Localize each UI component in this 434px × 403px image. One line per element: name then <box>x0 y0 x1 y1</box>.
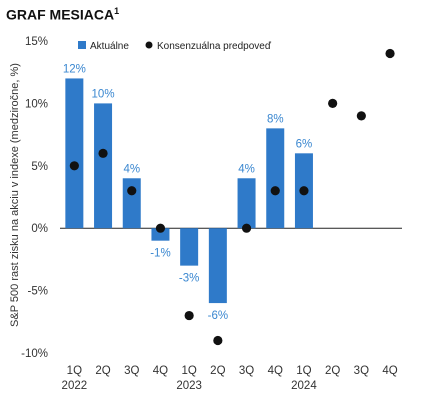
x-year-label: 2023 <box>176 380 202 392</box>
bar-data-label: 4% <box>238 163 255 175</box>
legend-label-consensus: Konsenzuálna predpoveď <box>157 41 272 52</box>
y-tick-label: 15% <box>25 36 48 48</box>
y-tick-label: 0% <box>31 223 48 235</box>
x-tick-label: 2Q <box>95 365 110 377</box>
x-tick-label: 4Q <box>268 365 283 377</box>
consensus-dot <box>98 148 108 158</box>
consensus-dot <box>385 48 395 59</box>
consensus-dot <box>184 310 194 321</box>
bar <box>208 228 227 304</box>
x-axis-years: 2022 2023 2024 <box>62 380 318 392</box>
x-year-label: 2024 <box>291 380 317 392</box>
bar-data-label: 8% <box>267 113 284 125</box>
y-tick-label: -10% <box>21 348 48 360</box>
x-tick-label: 3Q <box>239 365 254 377</box>
y-axis: 15% 10% 5% 0% -5% -10% <box>21 36 48 360</box>
bar <box>65 78 84 229</box>
consensus-dot <box>155 223 166 233</box>
x-tick-label: 1Q <box>67 365 82 377</box>
x-tick-label: 3Q <box>354 365 369 377</box>
consensus-dot <box>328 98 338 108</box>
x-tick-label: 4Q <box>153 365 168 377</box>
bar-data-label: -6% <box>208 310 228 322</box>
bar-series <box>65 78 313 304</box>
consensus-dot <box>127 186 137 196</box>
x-tick-label: 1Q <box>296 365 311 377</box>
bar <box>180 228 199 266</box>
bar-data-label: 4% <box>123 163 140 175</box>
bar <box>237 178 256 229</box>
bar <box>151 228 170 241</box>
x-tick-label: 2Q <box>325 365 340 377</box>
bar <box>266 128 285 229</box>
bar-data-label: -1% <box>150 248 170 260</box>
y-axis-label: S&P 500 rast zisku na akciu v indexe (me… <box>9 63 21 327</box>
bar <box>94 103 113 229</box>
x-tick-label: 1Q <box>181 365 196 377</box>
x-axis: 1Q 2Q 3Q 4Q 1Q 2Q 3Q 4Q 1Q 2Q 3Q 4Q <box>67 365 398 377</box>
consensus-dot <box>356 111 366 121</box>
bar-data-label: 12% <box>63 63 86 75</box>
x-year-label: 2022 <box>62 380 88 392</box>
consensus-dot <box>69 161 79 171</box>
y-tick-label: 10% <box>25 98 48 110</box>
bar-data-label: 10% <box>92 88 115 100</box>
bar <box>122 178 141 229</box>
y-tick-label: -5% <box>28 286 48 298</box>
legend: Aktuálne Konsenzuálna predpoveď <box>78 41 272 52</box>
chart-title: GRAF MESIACA1 <box>6 6 120 23</box>
legend-label-actual: Aktuálne <box>90 41 129 52</box>
bar-data-label: -3% <box>179 273 199 285</box>
legend-swatch-consensus <box>145 41 153 49</box>
consensus-dot <box>270 186 280 196</box>
consensus-dot <box>213 335 223 346</box>
bar-data-label: 6% <box>296 138 313 150</box>
y-tick-label: 5% <box>31 161 48 173</box>
x-tick-label: 4Q <box>382 365 397 377</box>
x-tick-label: 2Q <box>210 365 225 377</box>
legend-swatch-actual <box>78 41 86 49</box>
consensus-dot <box>241 223 252 233</box>
x-tick-label: 3Q <box>124 365 139 377</box>
consensus-dot <box>299 186 309 196</box>
dot-series <box>69 48 395 346</box>
bar-data-labels: 12% 10% 4% -1% -3% -6% 4% 8% 6% <box>63 63 312 322</box>
